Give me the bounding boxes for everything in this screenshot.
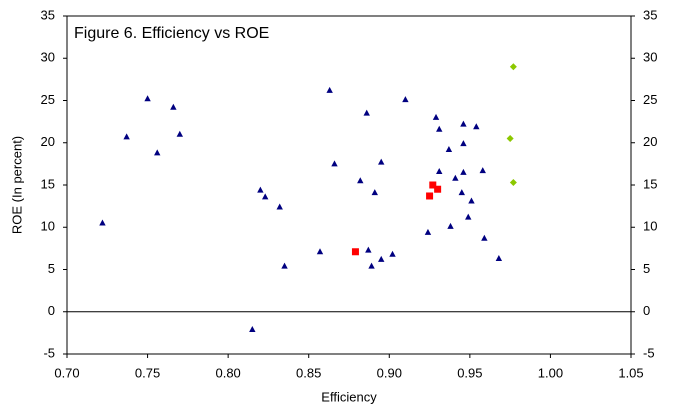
y-tick-label: 25 [41,92,55,107]
x-tick-label: 0.75 [135,365,160,380]
point [351,248,359,256]
y2-tick-label: 5 [643,261,650,276]
y-tick-label: 0 [48,303,55,318]
point [436,125,443,132]
y2-tick-label: 25 [643,92,657,107]
point [460,120,467,127]
point [479,167,486,174]
point [460,168,467,175]
y-tick-label: 30 [41,50,55,65]
point [316,248,324,255]
point [445,146,453,153]
point [458,189,465,196]
y-tick-label: 10 [41,219,55,234]
point [378,255,385,262]
point [276,203,283,210]
point [436,167,443,174]
y2-tick-label: -5 [643,345,655,360]
y-axis-title: ROE (In percent) [9,136,24,234]
point [123,133,130,140]
point [452,174,459,181]
point [426,192,434,200]
y-tick-label: 35 [41,7,55,22]
point [363,109,370,116]
y2-tick-label: 20 [643,134,657,149]
point [281,262,288,269]
x-tick-label: 1.00 [538,365,563,380]
point [176,130,183,137]
y-tick-label: 5 [48,261,55,276]
point [365,246,372,253]
x-tick-label: 0.70 [54,365,79,380]
point [434,185,442,193]
point [506,135,514,143]
point [357,177,364,184]
point [481,234,488,241]
x-tick-label: 1.05 [618,365,643,380]
x-tick-label: 0.95 [457,365,482,380]
point [473,123,480,130]
point [257,186,264,193]
point [99,219,106,226]
plot-area [66,15,632,355]
x-tick-label: 0.80 [215,365,240,380]
x-axis-title: Efficiency [321,389,377,404]
x-tick-label: 0.90 [377,365,402,380]
y-tick-label: 20 [41,134,55,149]
chart-title: Figure 6. Efficiency vs ROE [74,25,269,42]
point [468,197,475,204]
point [447,222,454,229]
point [326,86,333,93]
point [460,140,467,147]
point [368,262,375,269]
y2-tick-label: 30 [643,50,657,65]
point [389,250,396,257]
point [509,178,517,186]
point [144,95,151,102]
point [429,181,437,189]
y-tick-label: -5 [43,345,55,360]
point [378,158,385,165]
point [249,325,256,332]
point [262,193,269,200]
y-tick-label: 15 [41,176,55,191]
y2-tick-label: 15 [643,176,657,191]
point [371,189,378,196]
point [331,160,338,167]
point [495,255,503,262]
point [432,113,440,120]
point [509,63,517,71]
y2-tick-label: 10 [643,219,657,234]
point [424,228,432,235]
y2-tick-label: 35 [643,7,657,22]
point [154,149,161,156]
point [402,96,409,103]
y2-tick-label: 0 [643,303,650,318]
point [170,103,177,110]
point [465,213,472,220]
x-tick-label: 0.85 [296,365,321,380]
